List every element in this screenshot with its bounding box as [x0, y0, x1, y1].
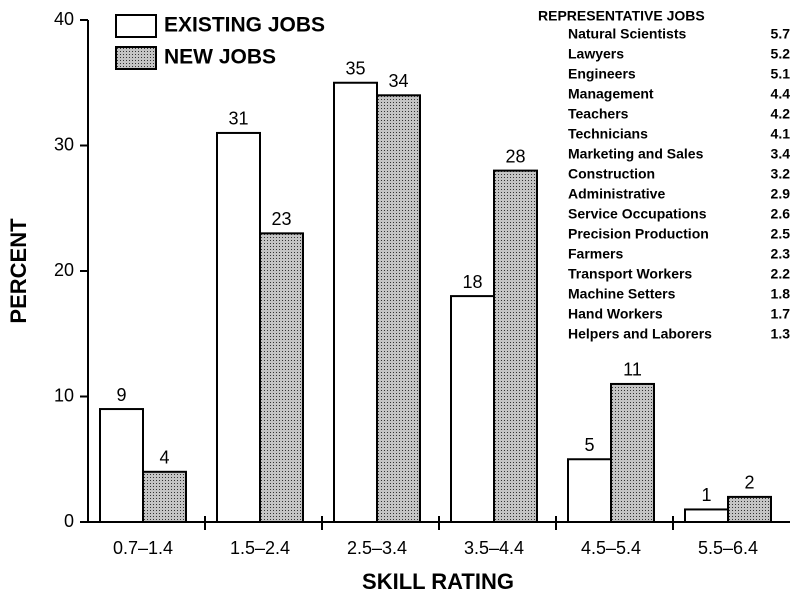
inset-name: Machine Setters	[568, 286, 676, 302]
inset-value: 1.3	[771, 326, 791, 342]
bar	[567, 458, 612, 523]
inset-name: Construction	[568, 166, 655, 182]
inset-value: 1.7	[771, 306, 791, 322]
data-label: 1	[701, 485, 711, 505]
y-tick-label: 0	[64, 511, 74, 531]
x-tick-label: 2.5–3.4	[347, 538, 407, 558]
legend-swatch	[115, 14, 157, 38]
data-label: 28	[505, 146, 525, 166]
x-tick-label: 5.5–6.4	[698, 538, 758, 558]
inset-value: 3.2	[771, 166, 791, 182]
legend-label: NEW JOBS	[164, 46, 276, 69]
bar	[610, 382, 655, 524]
legend-label: EXISTING JOBS	[164, 14, 325, 37]
bar	[216, 131, 261, 523]
inset-name: Management	[568, 86, 654, 102]
y-tick-label: 10	[54, 385, 74, 405]
inset-value: 2.5	[771, 226, 791, 242]
bar	[99, 408, 144, 523]
inset-value: 3.4	[771, 146, 791, 162]
inset-title: REPRESENTATIVE JOBS	[538, 8, 705, 24]
data-label: 2	[744, 473, 754, 493]
inset-value: 2.3	[771, 246, 791, 262]
bar	[727, 495, 772, 523]
inset-name: Transport Workers	[568, 266, 692, 282]
inset-value: 5.2	[771, 46, 791, 62]
x-tick-label: 3.5–4.4	[464, 538, 524, 558]
legend-swatch	[115, 46, 157, 70]
bar	[493, 169, 538, 523]
inset-name: Technicians	[568, 126, 648, 142]
inset-name: Administrative	[568, 186, 665, 202]
y-tick-label: 40	[54, 9, 74, 29]
data-label: 9	[116, 385, 126, 405]
inset-value: 2.6	[771, 206, 791, 222]
x-tick-label: 1.5–2.4	[230, 538, 290, 558]
inset-name: Service Occupations	[568, 206, 707, 222]
y-tick-label: 30	[54, 134, 74, 154]
data-label: 4	[159, 448, 169, 468]
inset-name: Teachers	[568, 106, 629, 122]
inset-name: Hand Workers	[568, 306, 663, 322]
y-axis-label: PERCENT	[6, 218, 31, 324]
inset-value: 2.2	[771, 266, 791, 282]
bar	[333, 81, 378, 523]
inset-name: Engineers	[568, 66, 636, 82]
data-label: 5	[584, 435, 594, 455]
bar	[450, 295, 495, 523]
inset-name: Lawyers	[568, 46, 624, 62]
bar	[259, 232, 304, 523]
bar	[684, 508, 729, 524]
inset-name: Farmers	[568, 246, 623, 262]
x-tick-label: 0.7–1.4	[113, 538, 173, 558]
inset-value: 5.7	[771, 26, 791, 42]
inset-value: 4.2	[771, 106, 791, 122]
data-label: 23	[271, 209, 291, 229]
inset-value: 5.1	[771, 66, 791, 82]
data-label: 34	[388, 71, 408, 91]
x-tick-label: 4.5–5.4	[581, 538, 641, 558]
y-tick-label: 20	[54, 260, 74, 280]
inset-name: Precision Production	[568, 226, 709, 242]
x-axis-label: SKILL RATING	[362, 569, 514, 594]
inset-name: Natural Scientists	[568, 26, 686, 42]
bar	[142, 470, 187, 523]
data-label: 18	[462, 272, 482, 292]
data-label: 31	[228, 109, 248, 129]
data-label: 35	[345, 59, 365, 79]
inset-name: Marketing and Sales	[568, 146, 704, 162]
inset-value: 4.1	[771, 126, 791, 142]
inset-name: Helpers and Laborers	[568, 326, 712, 342]
inset-value: 1.8	[771, 286, 791, 302]
data-label: 11	[623, 360, 642, 380]
bar	[376, 94, 421, 524]
inset-value: 4.4	[771, 86, 791, 102]
inset-value: 2.9	[771, 186, 791, 202]
